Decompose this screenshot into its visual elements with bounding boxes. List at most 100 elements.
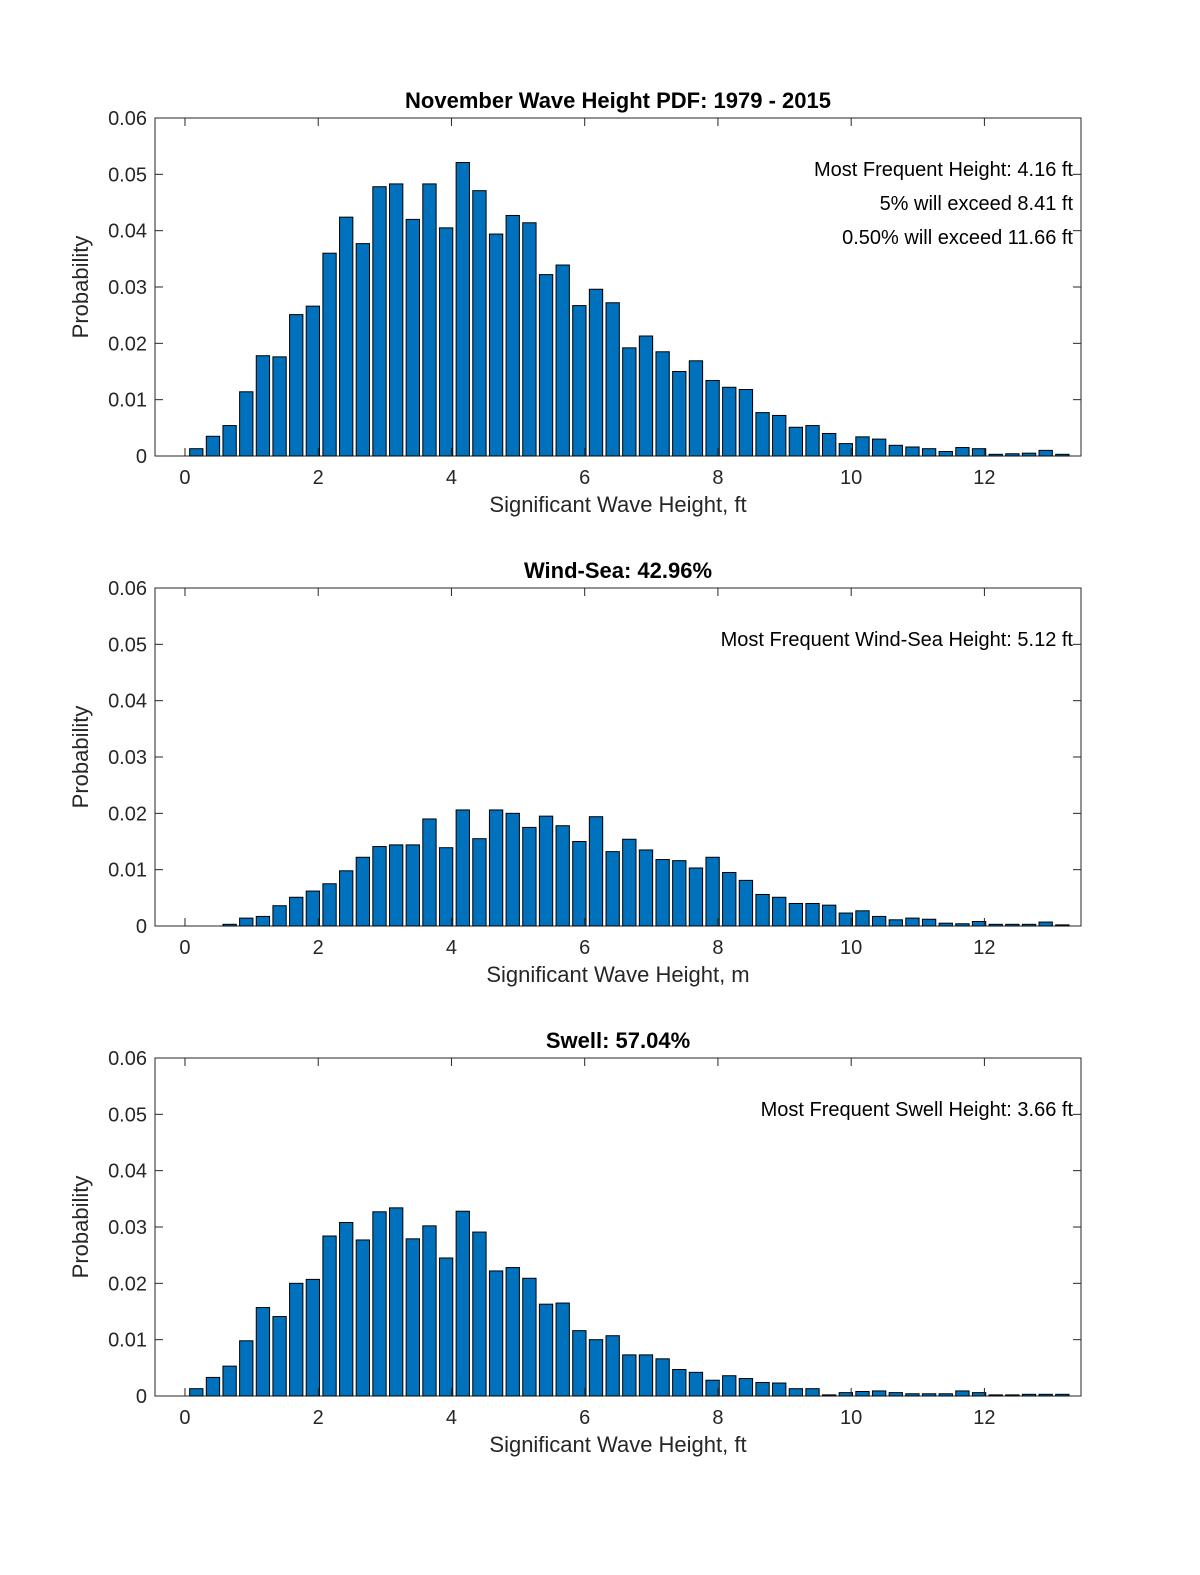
bar <box>522 222 537 457</box>
x-tick-label: 8 <box>712 937 723 959</box>
bar <box>772 896 787 927</box>
x-axis-label: Significant Wave Height, ft <box>489 1432 746 1457</box>
bars-group <box>222 809 1070 927</box>
annotation-half-pct-exceed: 0.50% will exceed 11.66 ft <box>842 227 1073 249</box>
y-axis-label: Probability <box>68 706 93 809</box>
bar <box>605 302 620 457</box>
bar <box>455 162 470 457</box>
bar <box>838 912 853 927</box>
bar <box>205 435 221 457</box>
bar <box>738 879 754 927</box>
bar <box>455 809 470 927</box>
bar <box>1021 452 1037 457</box>
y-tick-label: 0.03 <box>108 747 147 769</box>
bar <box>722 1375 737 1397</box>
y-tick-label: 0.04 <box>108 221 147 243</box>
x-tick-label: 4 <box>446 937 457 959</box>
bar <box>622 838 637 927</box>
bar <box>572 1330 587 1397</box>
y-tick-label: 0.03 <box>108 1217 147 1239</box>
bar <box>538 1303 554 1397</box>
y-tick-label: 0.02 <box>108 803 147 825</box>
bar <box>605 851 620 927</box>
bar <box>672 371 687 457</box>
x-tick-label: 0 <box>179 1407 190 1429</box>
bar <box>272 356 287 457</box>
bar <box>322 252 337 457</box>
bar <box>305 890 321 927</box>
x-tick-label: 10 <box>840 467 862 489</box>
bar <box>638 335 654 457</box>
y-tick-label: 0.06 <box>108 578 147 600</box>
y-tick-label: 0.06 <box>108 1048 147 1070</box>
bar <box>955 447 970 457</box>
chart-title: Wind-Sea: 42.96% <box>524 558 712 583</box>
bar <box>822 432 837 457</box>
bar <box>389 1207 404 1397</box>
y-tick-label: 0 <box>136 446 147 468</box>
bar <box>655 859 670 927</box>
bar <box>655 1358 670 1397</box>
bar <box>638 849 654 927</box>
bar <box>1005 923 1020 927</box>
bar <box>738 1378 754 1397</box>
bar <box>389 183 404 457</box>
bar <box>1055 1393 1070 1397</box>
bar <box>355 1239 371 1397</box>
bar <box>905 917 920 927</box>
y-tick-label: 0 <box>136 1386 147 1408</box>
bar <box>322 883 337 927</box>
bar <box>705 856 720 927</box>
bar <box>272 1316 287 1397</box>
bar <box>239 917 254 927</box>
panel-total-pdf: 0 2 4 6 8 10 12 0 0.01 0.02 0.03 0.04 0.05 0.06 Novem… <box>68 88 1082 517</box>
bar <box>705 1379 720 1397</box>
bar <box>755 412 770 457</box>
bar <box>289 896 304 927</box>
bar <box>488 233 504 457</box>
bar <box>438 847 454 927</box>
bar <box>422 183 437 457</box>
bar <box>572 841 587 927</box>
bar <box>805 1388 820 1397</box>
x-tick-label: 4 <box>446 1407 457 1429</box>
bar <box>705 380 720 457</box>
bar <box>272 905 287 927</box>
bar <box>189 1388 204 1397</box>
bar <box>1055 453 1070 457</box>
bar <box>921 1393 937 1397</box>
bar <box>605 1335 620 1397</box>
x-axis-label: Significant Wave Height, ft <box>489 492 746 517</box>
bar <box>389 844 404 927</box>
y-tick-label: 0.05 <box>108 1104 147 1126</box>
bar <box>838 1392 853 1397</box>
bar <box>722 871 737 927</box>
bar <box>672 1369 687 1397</box>
x-tick-label: 2 <box>313 467 324 489</box>
bar <box>289 1282 304 1397</box>
y-axis-label: Probability <box>68 1176 93 1279</box>
bar <box>888 444 903 457</box>
bar <box>522 1277 537 1397</box>
bar <box>1021 1393 1037 1397</box>
bar <box>405 218 420 457</box>
bar <box>289 314 304 457</box>
chart-title: November Wave Height PDF: 1979 - 2015 <box>405 88 831 113</box>
bar <box>1038 449 1053 457</box>
bar <box>838 443 853 457</box>
bar <box>505 214 520 457</box>
bar <box>772 414 787 457</box>
bar <box>738 389 754 457</box>
bar <box>472 838 487 927</box>
bar <box>1021 923 1037 927</box>
bar <box>788 902 804 927</box>
bar <box>971 920 987 927</box>
x-tick-label: 0 <box>179 937 190 959</box>
bar <box>372 186 387 457</box>
y-tick-label: 0.01 <box>108 860 147 882</box>
bar <box>788 426 804 457</box>
bar <box>555 264 570 457</box>
x-tick-label: 6 <box>579 937 590 959</box>
bar <box>938 1393 953 1397</box>
